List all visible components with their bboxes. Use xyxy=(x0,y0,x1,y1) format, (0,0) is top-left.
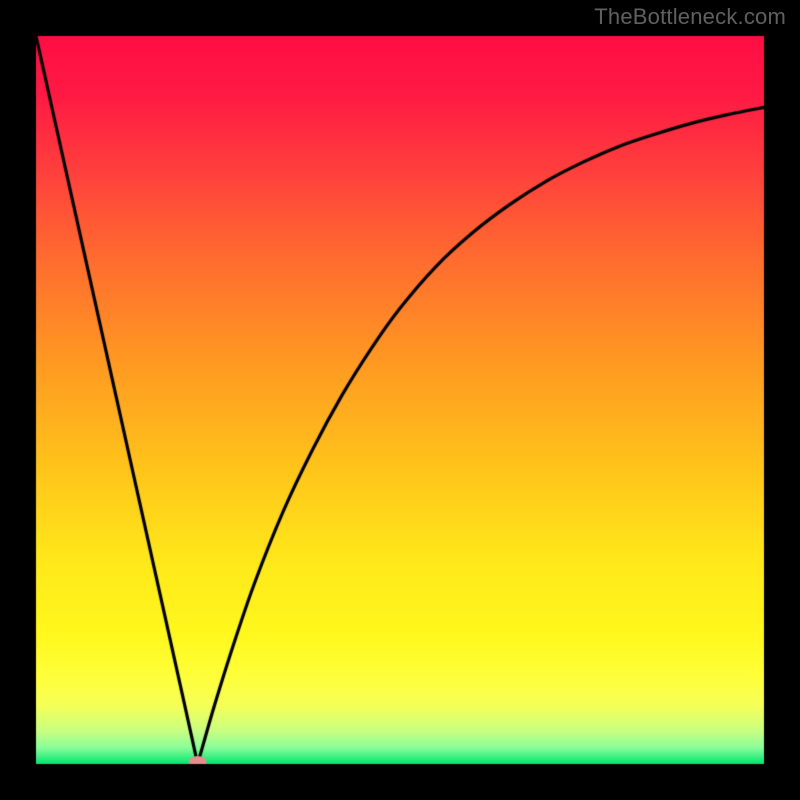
chart-stage: TheBottleneck.com xyxy=(0,0,800,800)
gradient-v-curve-chart xyxy=(0,0,800,800)
watermark-label: TheBottleneck.com xyxy=(594,4,786,30)
